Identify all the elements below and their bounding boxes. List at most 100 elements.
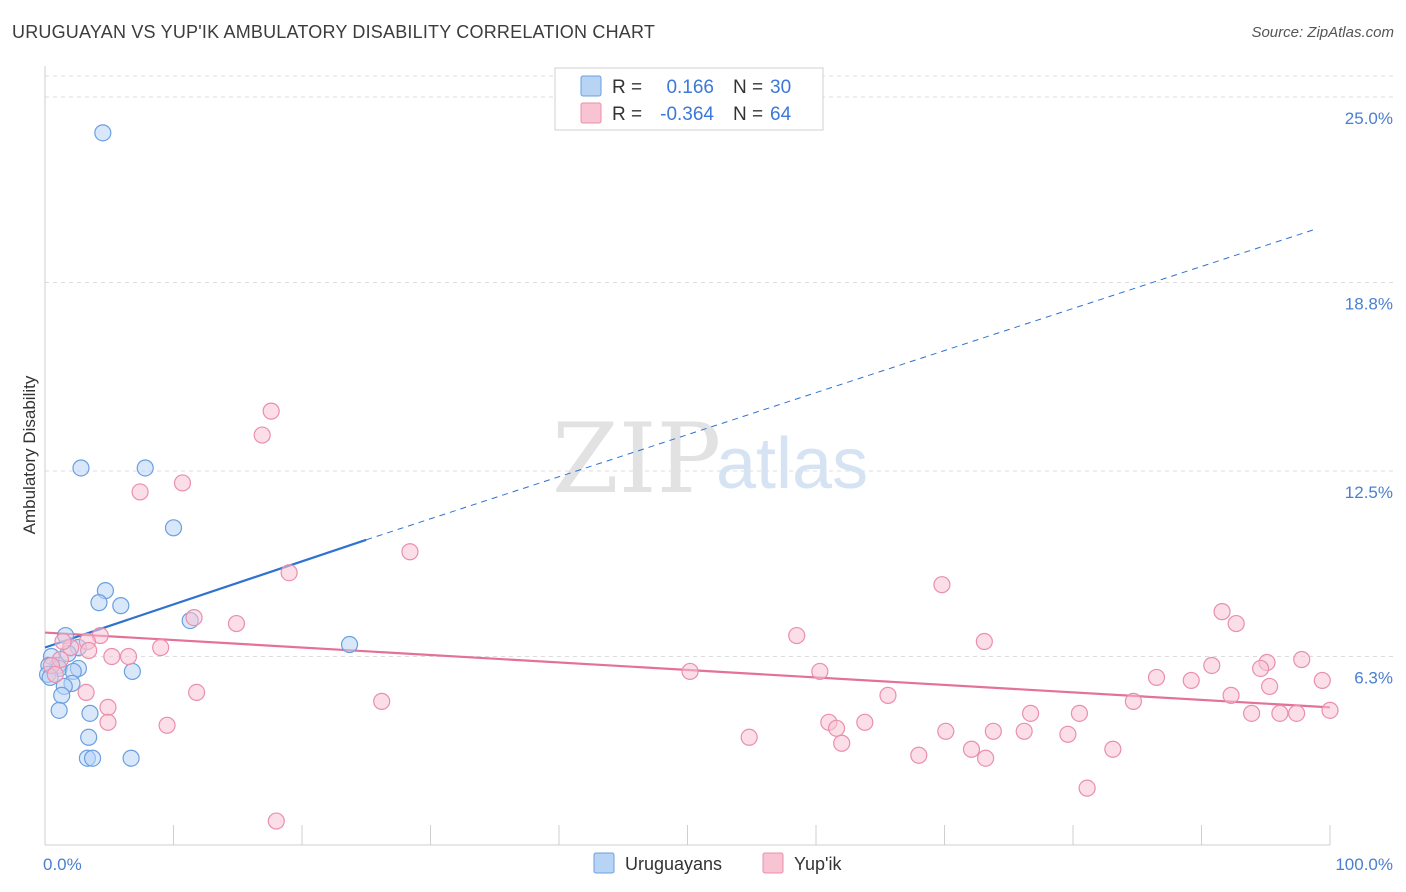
y-axis-label: Ambulatory Disability	[20, 375, 39, 534]
point-yupik	[1070, 704, 1089, 722]
point-uruguayans	[123, 662, 141, 681]
y-tick-label: 6.3%	[1354, 668, 1393, 687]
point-yupik	[99, 698, 117, 716]
point-yupik	[1021, 704, 1040, 722]
point-yupik	[158, 716, 176, 734]
point-yupik	[1252, 659, 1270, 678]
point-uruguayans	[122, 749, 140, 767]
point-yupik	[1213, 603, 1231, 621]
point-yupik	[1182, 671, 1200, 690]
point-uruguayans	[94, 124, 112, 142]
trend-line-uruguayans-extension	[366, 228, 1318, 541]
point-yupik	[1124, 692, 1142, 710]
point-yupik	[188, 683, 206, 701]
point-yupik	[788, 626, 806, 645]
x-tick-label: 100.0%	[1335, 855, 1393, 874]
point-yupik	[152, 638, 170, 657]
point-yupik	[173, 474, 192, 492]
point-yupik	[1321, 701, 1339, 719]
point-yupik	[1222, 686, 1240, 704]
source-label: Source: ZipAtlas.com	[1251, 24, 1394, 41]
page-title: URUGUAYAN VS YUP'IK AMBULATORY DISABILIT…	[12, 22, 656, 42]
watermark-atlas: atlas	[716, 424, 868, 504]
point-yupik	[827, 719, 846, 737]
legend-r-label-2: R =	[612, 104, 642, 125]
point-uruguayans	[112, 597, 130, 615]
x-tick-label: 0.0%	[43, 855, 82, 874]
series-legend: Uruguayans Yup'ik	[593, 852, 842, 874]
point-yupik	[1203, 656, 1221, 675]
point-yupik	[1313, 671, 1331, 690]
point-yupik	[977, 749, 995, 767]
stats-legend: R = 0.166 N = 30 R = -0.364 N = 64	[554, 67, 824, 131]
point-yupik	[185, 608, 203, 627]
legend-n-value-1: 30	[770, 77, 791, 98]
series-legend-swatch-yupik	[762, 852, 784, 874]
data-points	[38, 124, 1339, 830]
point-yupik	[262, 402, 280, 420]
point-yupik	[811, 662, 829, 681]
point-yupik	[879, 686, 897, 704]
point-yupik	[1078, 779, 1096, 797]
point-yupik	[984, 722, 1002, 740]
point-uruguayans	[72, 459, 90, 477]
legend-n-label-2: N =	[733, 104, 763, 125]
legend-swatch-uruguayans	[580, 75, 602, 97]
point-yupik	[1287, 704, 1306, 722]
point-yupik	[1147, 668, 1166, 687]
point-yupik	[937, 722, 955, 740]
point-uruguayans	[136, 459, 154, 477]
series-legend-swatch-uruguayans	[593, 852, 615, 874]
point-yupik	[99, 713, 117, 731]
y-tick-label: 25.0%	[1345, 109, 1393, 128]
point-yupik	[856, 713, 874, 731]
y-tick-label: 12.5%	[1345, 483, 1393, 502]
point-yupik	[1271, 704, 1289, 722]
point-yupik	[267, 812, 285, 830]
legend-swatch-yupik	[580, 102, 602, 124]
point-yupik	[740, 728, 758, 746]
watermark-zip: ZIP	[552, 403, 721, 515]
grid-lines	[45, 75, 1395, 657]
legend-r-value-2: -0.364	[660, 104, 714, 125]
legend-r-label-1: R =	[612, 77, 642, 98]
point-uruguayans	[340, 635, 359, 654]
y-tick-label: 18.8%	[1345, 294, 1393, 313]
point-yupik	[833, 734, 851, 752]
point-yupik	[975, 632, 993, 651]
point-yupik	[373, 692, 391, 710]
legend-r-value-1: 0.166	[666, 77, 714, 98]
point-yupik	[1015, 722, 1033, 740]
point-yupik	[910, 746, 928, 764]
point-uruguayans	[50, 701, 68, 719]
point-yupik	[933, 576, 951, 594]
point-yupik	[962, 740, 981, 758]
watermark: ZIP atlas	[552, 403, 868, 515]
point-yupik	[1261, 677, 1279, 696]
point-yupik	[46, 665, 64, 684]
axes	[44, 66, 1331, 846]
point-yupik	[280, 564, 298, 582]
series-legend-label-uruguayans: Uruguayans	[625, 854, 722, 874]
point-yupik	[227, 614, 246, 633]
point-yupik	[1243, 704, 1261, 722]
point-uruguayans	[80, 728, 98, 746]
point-uruguayans	[53, 686, 71, 704]
point-yupik	[1059, 725, 1077, 743]
point-yupik	[1227, 614, 1245, 633]
point-yupik	[1104, 740, 1122, 758]
point-yupik	[103, 647, 121, 666]
point-yupik	[77, 683, 95, 701]
point-yupik	[131, 483, 149, 501]
point-yupik	[253, 426, 271, 444]
point-uruguayans	[90, 594, 108, 612]
legend-n-label-1: N =	[733, 77, 763, 98]
point-yupik	[54, 632, 72, 651]
point-yupik	[119, 647, 138, 666]
series-legend-label-yupik: Yup'ik	[794, 854, 842, 874]
point-uruguayans	[164, 519, 183, 537]
point-yupik	[1293, 650, 1311, 669]
point-uruguayans	[81, 704, 99, 722]
tick-labels: 6.3% 12.5% 18.8% 25.0% 0.0% 100.0%	[43, 109, 1393, 874]
